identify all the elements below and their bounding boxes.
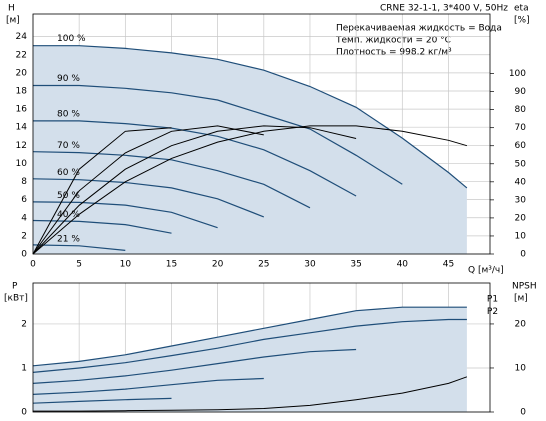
secondary-line [33, 376, 468, 412]
y2-tick-label: 80 [515, 105, 527, 115]
y-tick-label: 18 [16, 86, 28, 96]
y2-tick-label: 10 [515, 231, 527, 241]
y-tick-label: 20 [16, 68, 28, 78]
y-tick-label: 14 [16, 123, 28, 133]
y-tick-label: 4 [21, 213, 27, 223]
curve-label: 60 % [57, 168, 80, 178]
series-line [32, 377, 264, 395]
annotation: Плотность = 998.2 кг/м³ [336, 48, 452, 58]
y2-tick-label: 20 [515, 319, 527, 329]
y-tick-label: 16 [16, 105, 28, 115]
curve-label: 21 % [57, 234, 80, 244]
y-tick-label: 0 [21, 250, 27, 260]
y2-tick-label: 60 [515, 141, 527, 151]
y2-tick-label: 30 [515, 195, 527, 205]
series-line [32, 219, 172, 234]
x-tick-label: 25 [258, 260, 269, 270]
chart-title: CRNE 32-1-1, 3*400 V, 50Hz [380, 4, 508, 14]
y-tick-label: 22 [16, 50, 27, 60]
y2-tick-label: 90 [515, 87, 527, 97]
series-line [33, 45, 468, 189]
curve-label: P2 [487, 307, 498, 317]
y2-tick-label: 0 [520, 250, 526, 260]
y2-tick-label: 10 [515, 363, 527, 373]
x-tick-label: 45 [443, 260, 454, 270]
y2-tick-label: 0 [520, 408, 526, 418]
secondary-line [32, 125, 468, 255]
y-tick-label: 1 [21, 363, 27, 373]
series-line [33, 84, 403, 185]
y2-tick-label: 70 [515, 123, 527, 133]
x-tick-label: 35 [350, 260, 361, 270]
y-tick-label: 6 [21, 195, 27, 205]
secondary-line [32, 125, 357, 255]
x-tick-label: 0 [30, 260, 36, 270]
y-tick-label: 24 [16, 32, 28, 42]
y-axis-label: P [12, 282, 18, 292]
y-tick-label: 10 [16, 159, 28, 169]
x-tick-label: 15 [166, 260, 177, 270]
curve-label: 80 % [57, 109, 80, 119]
series-line [32, 306, 467, 367]
x-tick-label: 5 [76, 260, 82, 270]
y2-tick-label: 50 [515, 159, 527, 169]
series-line [32, 151, 311, 209]
series-area [33, 307, 467, 412]
series-line [32, 348, 357, 384]
series-line [32, 178, 265, 218]
y2-axis-label: [м] [514, 294, 528, 304]
curve-label: 90 % [57, 74, 80, 84]
plot-frame [32, 13, 491, 255]
secondary-line [32, 127, 172, 255]
x-tick-label: 20 [212, 260, 224, 270]
annotation: Темп. жидкости = 20 °C [335, 36, 451, 46]
y-tick-label: 2 [21, 231, 27, 241]
y-tick-label: 12 [16, 141, 27, 151]
y-axis-label: [м] [6, 16, 20, 26]
y-tick-label: 8 [21, 177, 27, 187]
x-tick-label: 30 [304, 260, 316, 270]
curve-label: 40 % [57, 210, 80, 220]
series-area [33, 45, 467, 255]
curve-label: 70 % [57, 141, 80, 151]
series-line [32, 318, 467, 373]
curve-label: 100 % [57, 34, 86, 44]
y-tick-label: 2 [21, 319, 27, 329]
plot-frame [32, 282, 491, 413]
y-tick-label: 0 [21, 408, 27, 418]
y2-axis-label: [%] [514, 16, 530, 26]
series-line [32, 244, 126, 251]
series-line [33, 120, 357, 197]
y2-tick-label: 20 [515, 213, 527, 223]
y2-tick-label: 40 [515, 177, 527, 187]
series-line [32, 397, 172, 404]
series-line [32, 201, 218, 229]
curve-label: 50 % [57, 191, 80, 201]
x-tick-label: 40 [397, 260, 409, 270]
x-axis-label: Q [м³/ч] [468, 266, 504, 276]
y2-axis-label: eta [514, 4, 529, 14]
y2-tick-label: 100 [509, 69, 526, 79]
y-axis-label: H [8, 4, 15, 14]
y2-axis-label: NPSH [512, 282, 537, 292]
x-tick-label: 10 [120, 260, 132, 270]
secondary-line [32, 125, 264, 255]
annotation: Перекачиваемая жидкость = Вода [336, 24, 502, 34]
y-axis-label: [кВт] [4, 294, 28, 304]
curve-label: P1 [487, 295, 498, 305]
